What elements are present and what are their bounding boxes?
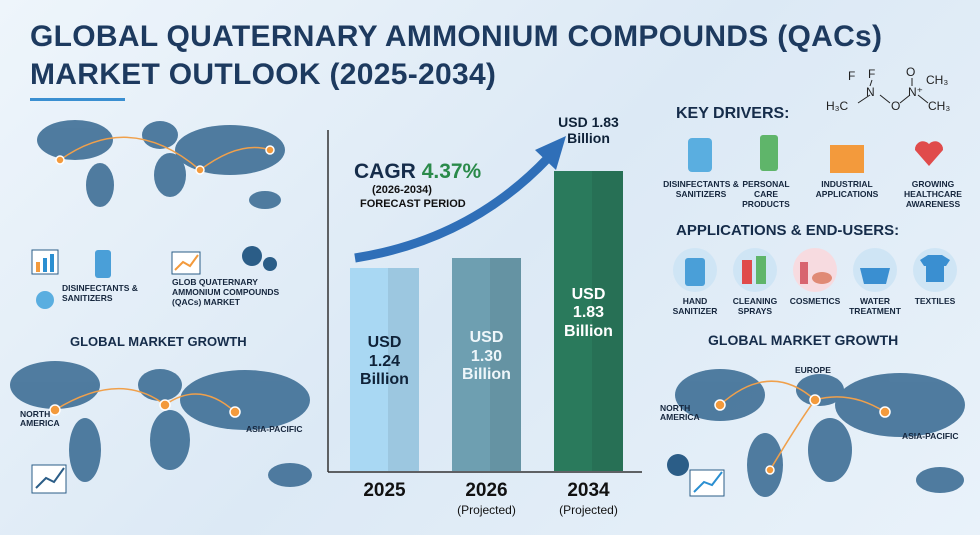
x-tick-label: 2025	[363, 480, 406, 501]
bar	[452, 257, 521, 471]
x-tick-label: 2034	[567, 480, 610, 501]
cagr-label: CAGR	[354, 160, 416, 183]
map-title: GLOBAL MARKET GROWTH	[708, 332, 899, 348]
atom: N⁺	[908, 85, 923, 99]
atom: F	[868, 67, 875, 81]
region-label: ASIA-PACIFIC	[902, 431, 959, 441]
title: GLOBAL QUATERNARY AMMONIUM COMPOUNDS (QA…	[30, 20, 883, 53]
value-label: USD 1.30 Billion	[462, 329, 511, 384]
atom: H₃C	[826, 99, 849, 113]
arrow-head	[535, 136, 566, 170]
cagr-note: FORECAST PERIOD	[360, 198, 466, 210]
atom: CH₃	[926, 73, 948, 87]
x-tick-label: 2026	[465, 480, 508, 501]
title-underline	[30, 98, 125, 101]
x-tick-note: (Projected)	[559, 503, 618, 517]
map-left-bottom	[10, 361, 312, 487]
cagr-period: (2026-2034)	[372, 184, 432, 196]
bar	[554, 171, 623, 471]
application-label: TEXTILES	[914, 296, 956, 306]
icons	[31, 135, 957, 497]
atom: CH₃	[928, 99, 950, 113]
atom: N	[866, 85, 875, 99]
application-label: CLEANING SPRAYS	[732, 296, 778, 316]
driver-label: PERSONAL CARE PRODUCTS	[742, 179, 790, 209]
value-label: USD 1.83 Billion	[564, 286, 613, 340]
atom: F	[848, 69, 855, 83]
section-title: KEY DRIVERS:	[676, 105, 790, 122]
driver-label: GROWING HEALTHCARE AWARENESS	[904, 179, 962, 209]
item-label: DISINFECTANTS & SANITIZERS	[62, 283, 138, 303]
hubs	[49, 145, 891, 475]
item-label: GLOB QUATERNARY AMMONIUM COMPOUNDS (QACs…	[172, 277, 280, 307]
application-label: COSMETICS	[789, 296, 841, 306]
driver-label: DISINFECTANTS & SANITIZERS	[663, 179, 739, 199]
bar	[350, 267, 419, 471]
driver-label: INDUSTRIAL APPLICATIONS	[815, 179, 879, 199]
cagr: CAGR 4.37%	[354, 160, 481, 184]
section-title: APPLICATIONS & END-USERS:	[676, 222, 900, 239]
atom: O	[906, 65, 915, 79]
value-label: USD 1.24 Billion	[360, 334, 409, 389]
region-label: NORTH AMERICA	[660, 403, 700, 423]
molecule	[857, 78, 929, 104]
application-label: WATER TREATMENT	[849, 296, 901, 316]
molecule-atoms: H₃C F F N O O N⁺ CH₃ CH₃	[826, 65, 950, 113]
cagr-value: 4.37%	[421, 160, 482, 183]
region-label: EUROPE	[795, 365, 831, 375]
map-title: GLOBAL MARKET GROWTH	[70, 334, 247, 349]
region-label: NORTH AMERICA	[20, 409, 60, 429]
growth-arrow	[354, 154, 552, 263]
value-label-top: USD 1.83 Billion	[558, 114, 619, 147]
map-right-bottom	[675, 369, 965, 497]
atom: O	[891, 99, 900, 113]
title: MARKET OUTLOOK (2025-2034)	[30, 58, 497, 91]
x-tick-note: (Projected)	[457, 503, 516, 517]
region-label: ASIA-PACIFIC	[246, 424, 303, 434]
application-label: HAND SANITIZER	[672, 296, 718, 316]
